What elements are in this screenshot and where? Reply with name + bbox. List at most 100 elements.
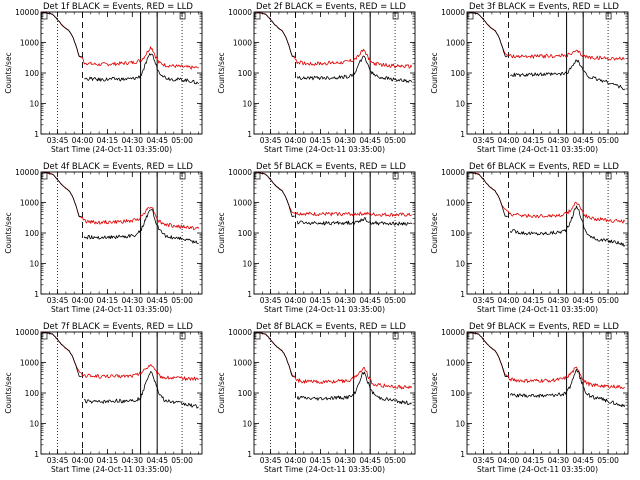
lld-series-line [40, 171, 200, 231]
corner-marker-box [41, 12, 48, 20]
y-axis-label: Counts/sec [430, 212, 439, 253]
y-axis-label: Counts/sec [217, 372, 226, 413]
x-tick-label: 04:45 [359, 456, 381, 465]
corner-marker-box [467, 172, 474, 180]
x-tick-label: 04:15 [523, 136, 545, 145]
x-tick-label: 05:00 [171, 296, 193, 305]
y-tick-label: 10000 [228, 328, 252, 337]
chart-panel-2: Det 2f BLACK = Events, RED = LLD 1 10 100 10… [217, 2, 416, 154]
y-tick-label: 10 [242, 260, 252, 269]
x-tick-label: 03:45 [47, 296, 69, 305]
x-tick-label: 05:00 [384, 296, 406, 305]
y-tick-label: 100 [238, 389, 253, 398]
x-tick-label: 04:15 [523, 296, 545, 305]
x-tick-label: 04:30 [547, 296, 569, 305]
chart-panel-8: Det 8f BLACK = Events, RED = LLD 1 10 100 10… [217, 322, 416, 474]
x-axis-label: Start Time (24-Oct-11 03:35:00) [477, 145, 598, 154]
events-series-line [466, 331, 626, 408]
y-axis-label: Counts/sec [4, 372, 13, 413]
corner-marker-box [605, 172, 612, 180]
x-axis-label: Start Time (24-Oct-11 03:35:00) [51, 465, 172, 474]
y-tick-label: 1000 [446, 39, 465, 48]
y-tick-label: 1 [247, 290, 252, 299]
y-axis-label: Counts/sec [217, 212, 226, 253]
y-tick-label: 10000 [441, 168, 465, 177]
y-tick-label: 100 [451, 69, 466, 78]
y-tick-label: 1 [34, 290, 39, 299]
x-axis-label: Start Time (24-Oct-11 03:35:00) [477, 465, 598, 474]
y-tick-label: 1 [34, 130, 39, 139]
x-axis-label: Start Time (24-Oct-11 03:35:00) [264, 145, 385, 154]
panel-title: Det 3f BLACK = Events, RED = LLD [469, 2, 619, 12]
corner-marker-box [392, 12, 399, 20]
panel-title: Det 6f BLACK = Events, RED = LLD [469, 162, 619, 172]
x-tick-label: 04:30 [121, 136, 143, 145]
x-tick-label: 04:15 [310, 456, 332, 465]
y-tick-label: 10000 [228, 168, 252, 177]
x-tick-label: 04:45 [572, 136, 594, 145]
events-series-line [467, 11, 625, 91]
x-axis-label: Start Time (24-Oct-11 03:35:00) [264, 305, 385, 314]
corner-marker-box [41, 172, 48, 180]
y-tick-label: 1 [460, 130, 465, 139]
y-tick-label: 100 [451, 229, 466, 238]
x-tick-label: 05:00 [171, 136, 193, 145]
y-axis-label: Counts/sec [217, 52, 226, 93]
x-tick-label: 04:00 [285, 296, 307, 305]
events-series-line [40, 11, 199, 85]
events-series-line [254, 171, 413, 226]
events-series-line [253, 11, 413, 83]
corner-marker-box [254, 332, 261, 340]
y-axis-label: Counts/sec [430, 52, 439, 93]
y-tick-label: 10000 [15, 8, 39, 17]
chart-panel-5: Det 5f BLACK = Events, RED = LLD 1 10 100 10… [217, 162, 416, 314]
y-tick-label: 1000 [233, 359, 252, 368]
events-series-line [466, 171, 626, 247]
y-tick-label: 100 [238, 69, 253, 78]
lld-series-line [254, 171, 412, 217]
y-tick-label: 10 [242, 100, 252, 109]
y-axis-label: Counts/sec [430, 372, 439, 413]
y-tick-label: 100 [25, 229, 40, 238]
y-tick-label: 10 [455, 420, 465, 429]
y-tick-label: 1000 [20, 199, 39, 208]
panel-title: Det 8f BLACK = Events, RED = LLD [256, 322, 406, 332]
corner-marker-box [467, 12, 474, 20]
events-series-line [40, 331, 199, 409]
x-tick-label: 04:15 [310, 296, 332, 305]
plot-frame [466, 331, 629, 455]
lld-series-line [253, 331, 413, 390]
panel-title: Det 2f BLACK = Events, RED = LLD [256, 2, 406, 12]
x-tick-label: 04:00 [72, 296, 94, 305]
y-tick-label: 1 [460, 450, 465, 459]
y-tick-label: 100 [451, 389, 466, 398]
x-tick-label: 04:30 [334, 136, 356, 145]
y-tick-label: 1 [247, 130, 252, 139]
chart-panel-4: Det 4f BLACK = Events, RED = LLD 1 10 100 10… [4, 162, 203, 314]
y-tick-label: 10 [29, 100, 39, 109]
x-tick-label: 03:45 [260, 296, 282, 305]
panel-title: Det 9f BLACK = Events, RED = LLD [469, 322, 619, 332]
x-tick-label: 04:30 [334, 296, 356, 305]
panel-title: Det 5f BLACK = Events, RED = LLD [256, 162, 406, 172]
x-tick-label: 04:00 [498, 296, 520, 305]
y-tick-label: 1000 [446, 199, 465, 208]
y-tick-label: 1 [460, 290, 465, 299]
x-tick-label: 05:00 [597, 136, 619, 145]
x-tick-label: 04:15 [310, 136, 332, 145]
corner-marker-box [605, 12, 612, 20]
y-tick-label: 10000 [228, 8, 252, 17]
y-tick-label: 10000 [15, 168, 39, 177]
lld-series-line [40, 331, 199, 381]
y-tick-label: 10000 [15, 328, 39, 337]
y-tick-label: 10000 [441, 328, 465, 337]
y-tick-label: 10 [455, 100, 465, 109]
panel-title: Det 4f BLACK = Events, RED = LLD [43, 162, 193, 172]
plot-frame [253, 331, 416, 455]
y-tick-label: 100 [238, 229, 253, 238]
events-series-line [253, 331, 412, 405]
x-tick-label: 04:15 [97, 136, 119, 145]
x-tick-label: 05:00 [597, 296, 619, 305]
plot-frame [253, 171, 416, 295]
